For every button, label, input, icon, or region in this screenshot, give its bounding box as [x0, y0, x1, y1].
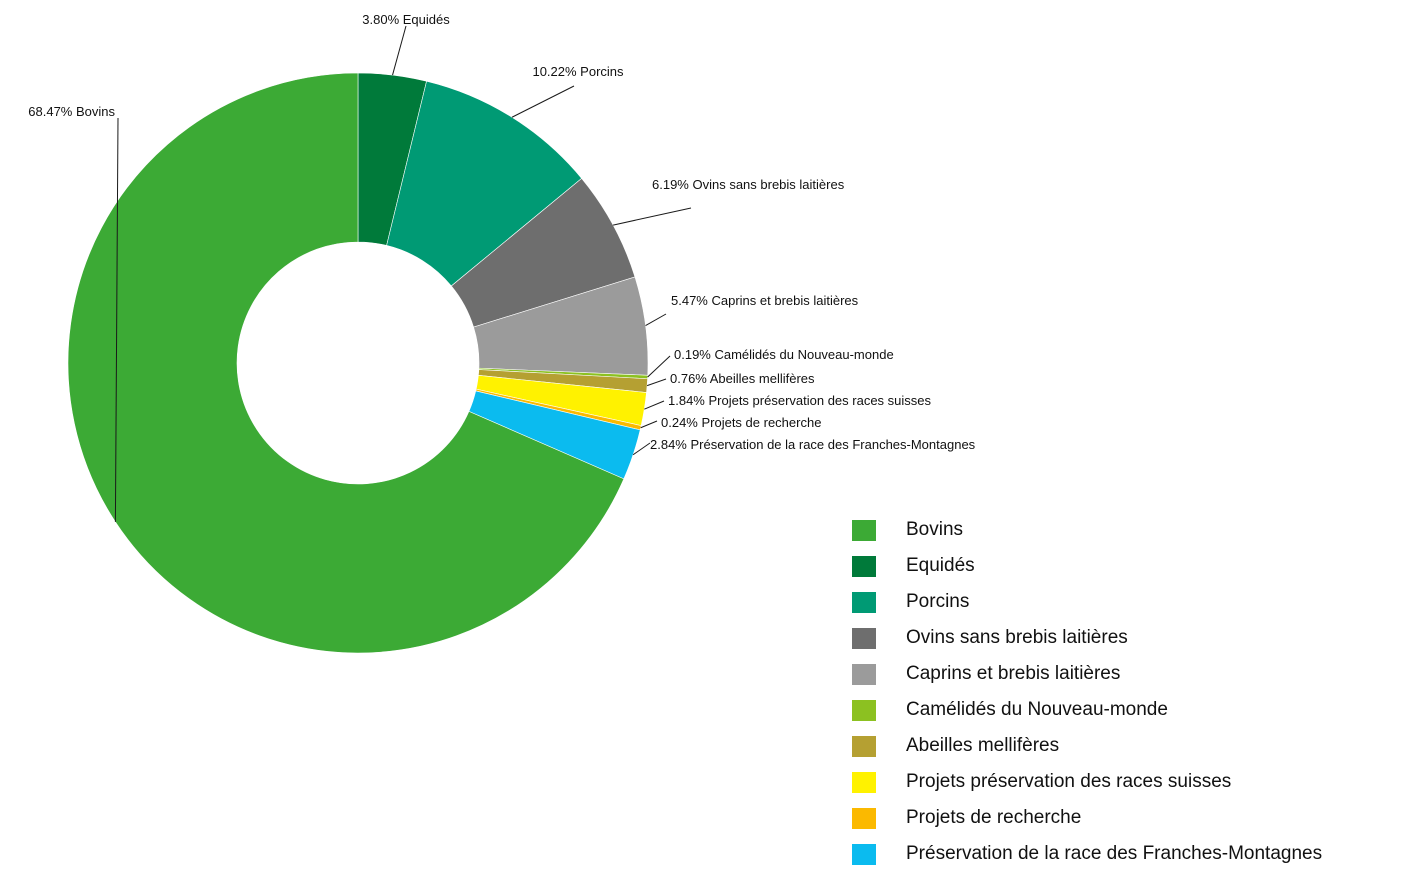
slice-label-equides: 3.80% Equidés [362, 12, 450, 27]
slice-label-preservation-de-la-race-des-franches-montagnes: 2.84% Préservation de la race des Franch… [650, 437, 976, 452]
legend-item-franches-montagnes: Préservation de la race des Franches-Mon… [852, 836, 1322, 872]
legend-item-bovins: Bovins [852, 512, 1322, 548]
leader-line-porcins [511, 85, 575, 118]
legend-swatch [852, 555, 876, 577]
donut-slices [67, 72, 649, 654]
legend-item-camelides: Camélidés du Nouveau-monde [852, 692, 1322, 728]
legend-item-caprins: Caprins et brebis laitières [852, 656, 1322, 692]
legend-swatch [852, 591, 876, 613]
legend-item-equides: Equidés [852, 548, 1322, 584]
leader-line-bovins [114, 117, 119, 522]
label-leader-lines [114, 25, 692, 522]
leader-line-projets-preservation-des-races-suisses [644, 400, 665, 410]
slice-label-ovins-sans-brebis-laitieres: 6.19% Ovins sans brebis laitières [652, 177, 845, 192]
slice-label-abeilles-melliferes: 0.76% Abeilles mellifères [670, 371, 815, 386]
legend-label: Préservation de la race des Franches-Mon… [906, 843, 1323, 864]
legend-swatch [852, 735, 876, 757]
slice-label-caprins-et-brebis-laitieres: 5.47% Caprins et brebis laitières [671, 293, 859, 308]
legend-swatch [852, 699, 876, 721]
leader-line-camelides-du-nouveau-monde [647, 355, 671, 378]
legend-label: Equidés [906, 555, 975, 576]
legend-swatch [852, 807, 876, 829]
slice-porcins [386, 80, 583, 287]
legend-label: Projets de recherche [906, 807, 1082, 828]
leader-line-abeilles-melliferes [646, 378, 667, 387]
slice-bovins [67, 72, 625, 654]
leader-line-caprins-et-brebis-laitieres [645, 313, 667, 327]
legend-swatch [852, 519, 876, 541]
leader-line-ovins-sans-brebis-laitieres [612, 207, 692, 226]
legend-swatch [852, 663, 876, 685]
legend-item-projets-preservation: Projets préservation des races suisses [852, 764, 1322, 800]
legend-label: Camélidés du Nouveau-monde [906, 699, 1168, 720]
legend-item-projets-recherche: Projets de recherche [852, 800, 1322, 836]
leader-line-preservation-de-la-race-des-franches-montagnes [632, 442, 651, 456]
legend-label: Abeilles mellifères [906, 735, 1060, 756]
legend-item-porcins: Porcins [852, 584, 1322, 620]
leader-line-equides [392, 25, 407, 76]
legend-label: Caprins et brebis laitières [906, 663, 1121, 684]
legend-swatch [852, 771, 876, 793]
legend-swatch [852, 843, 876, 865]
slice-label-projets-de-recherche: 0.24% Projets de recherche [661, 415, 821, 430]
legend-label: Projets préservation des races suisses [906, 771, 1232, 792]
slice-label-camelides-du-nouveau-monde: 0.19% Camélidés du Nouveau-monde [674, 347, 894, 362]
legend-label: Porcins [906, 591, 970, 612]
slice-label-bovins: 68.47% Bovins [28, 104, 115, 119]
chart-legend: Bovins Equidés Porcins Ovins sans brebis… [852, 512, 1322, 872]
leader-line-projets-de-recherche [640, 420, 658, 429]
slice-label-projets-preservation-des-races-suisses: 1.84% Projets préservation des races sui… [668, 393, 932, 408]
slice-label-porcins: 10.22% Porcins [532, 64, 624, 79]
legend-swatch [852, 627, 876, 649]
slice-labels: 68.47% Bovins 3.80% Equidés 10.22% Porcins… [28, 12, 975, 452]
legend-item-ovins: Ovins sans brebis laitières [852, 620, 1322, 656]
legend-label: Bovins [906, 519, 964, 540]
legend-item-abeilles: Abeilles mellifères [852, 728, 1322, 764]
legend-label: Ovins sans brebis laitières [906, 627, 1128, 648]
